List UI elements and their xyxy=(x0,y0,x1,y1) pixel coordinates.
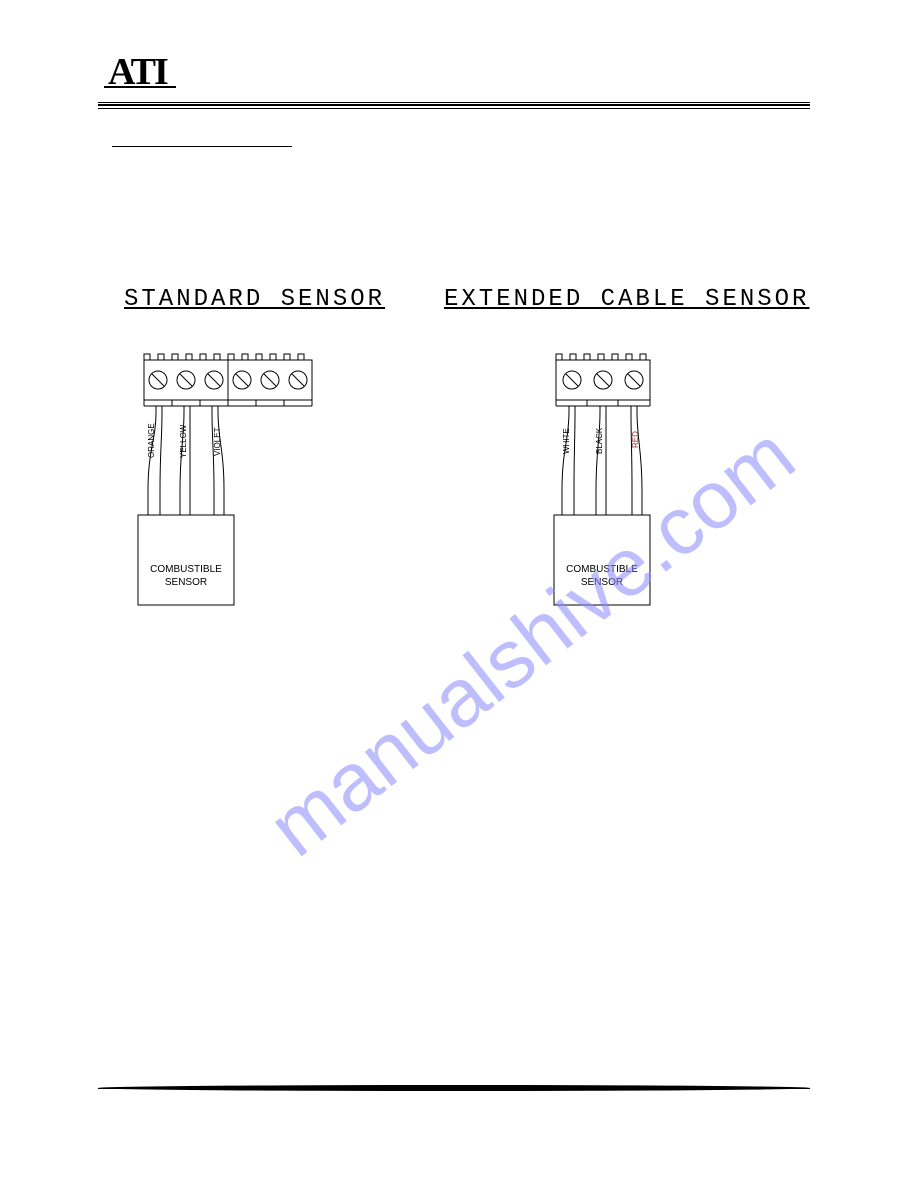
left-box-line1: COMBUSTIBLE xyxy=(150,564,222,575)
right-diagram: WHITE BLACK RED COMBUSTIBLE SENSOR xyxy=(520,340,740,640)
wire-label-white: WHITE xyxy=(562,428,571,454)
left-diagram-title: STANDARD SENSOR xyxy=(124,286,385,313)
right-diagram-title: EXTENDED CABLE SENSOR xyxy=(444,286,809,313)
page: ATI STANDARD SENSOR xyxy=(0,0,918,1188)
section-underline xyxy=(112,146,292,147)
wire-label-yellow: YELLOW xyxy=(179,424,188,458)
right-box-line1: COMBUSTIBLE xyxy=(566,564,638,575)
header-rule xyxy=(98,102,810,106)
wire-label-red: RED xyxy=(631,431,640,448)
left-box-line2: SENSOR xyxy=(165,577,207,588)
header-rule-2 xyxy=(98,108,810,109)
left-diagram: ORANGE YELLOW VIOLET COMBUSTIBLE SENSOR xyxy=(108,340,368,640)
logo-underline xyxy=(104,86,176,88)
wire-label-violet: VIOLET xyxy=(213,427,222,456)
wire-label-orange: ORANGE xyxy=(147,423,156,458)
footer-separator xyxy=(98,1088,810,1089)
right-box-line2: SENSOR xyxy=(581,577,623,588)
wire-label-black: BLACK xyxy=(595,427,604,454)
